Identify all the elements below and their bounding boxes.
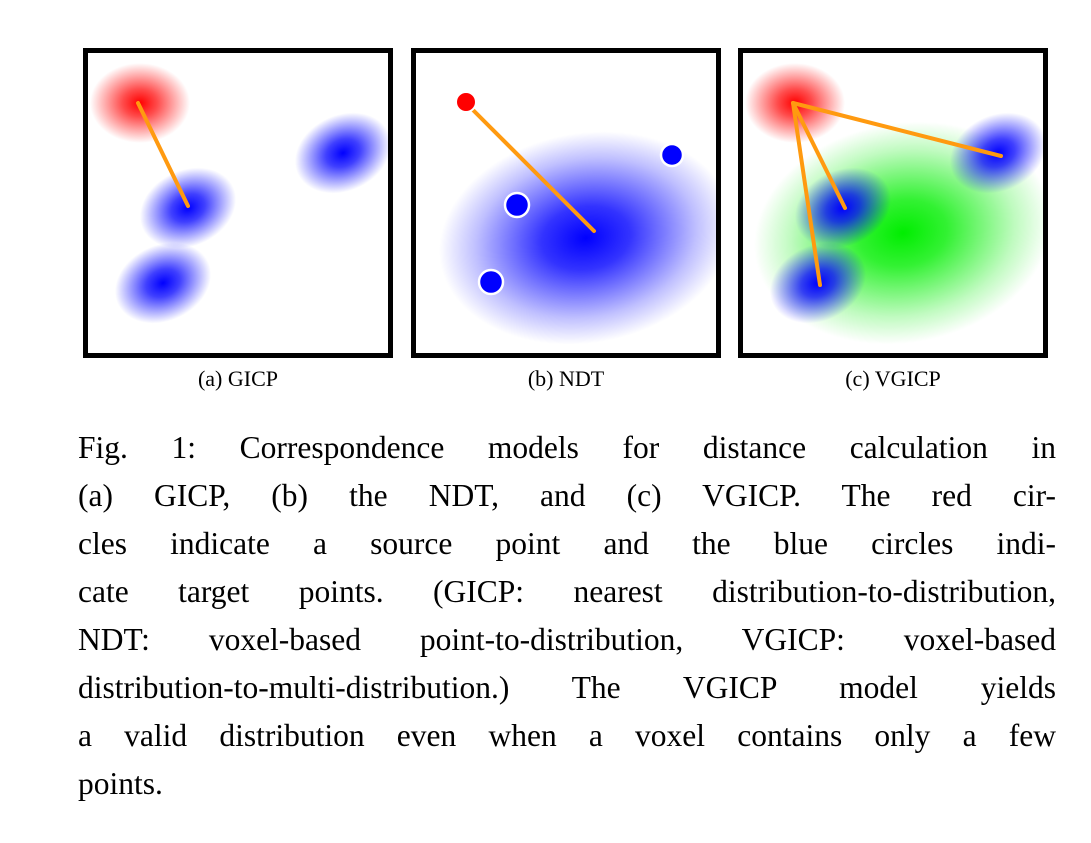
source-point — [455, 91, 477, 113]
panel-gicp — [83, 48, 393, 358]
correspondence-line — [136, 101, 190, 208]
correspondence-line — [791, 101, 822, 287]
figure-caption: Fig. 1: Correspondence models for distan… — [78, 424, 1056, 808]
gicp-diagram — [90, 63, 388, 324]
caption-line: a valid distribution even when a voxel c… — [78, 718, 1056, 753]
caption-line: cles indicate a source point and the blu… — [78, 526, 1056, 561]
caption-line: cate target points. (GICP: nearest distr… — [78, 574, 1056, 609]
caption-line: (a) GICP, (b) the NDT, and (c) VGICP. Th… — [78, 478, 1056, 513]
target-point — [659, 142, 685, 168]
caption-line: Fig. 1: Correspondence models for distan… — [78, 430, 1056, 465]
caption-line: distribution-to-multi-distribution.) The… — [78, 670, 1056, 705]
correspondence-line — [464, 101, 596, 233]
correspondence-line — [791, 101, 1003, 158]
voxel-distribution — [439, 131, 716, 345]
correspondence-line — [791, 101, 847, 210]
ndt-diagram — [439, 91, 716, 345]
target-point — [503, 191, 531, 219]
subfigure-label-a: (a) GICP — [197, 366, 279, 391]
target-distribution — [949, 112, 1043, 194]
caption-line: NDT: voxel-based point-to-distribution, … — [78, 622, 1056, 657]
target-distribution — [294, 112, 388, 194]
subfigure-label-c: (c) VGICP — [845, 366, 941, 391]
panel-vgicp — [738, 48, 1048, 358]
subfigure-label-b: (b) NDT — [527, 366, 605, 391]
target-point — [477, 268, 505, 296]
panel-ndt — [411, 48, 721, 358]
vgicp-diagram — [745, 63, 1043, 345]
caption-line: points. — [78, 766, 163, 801]
target-distribution — [114, 242, 212, 324]
